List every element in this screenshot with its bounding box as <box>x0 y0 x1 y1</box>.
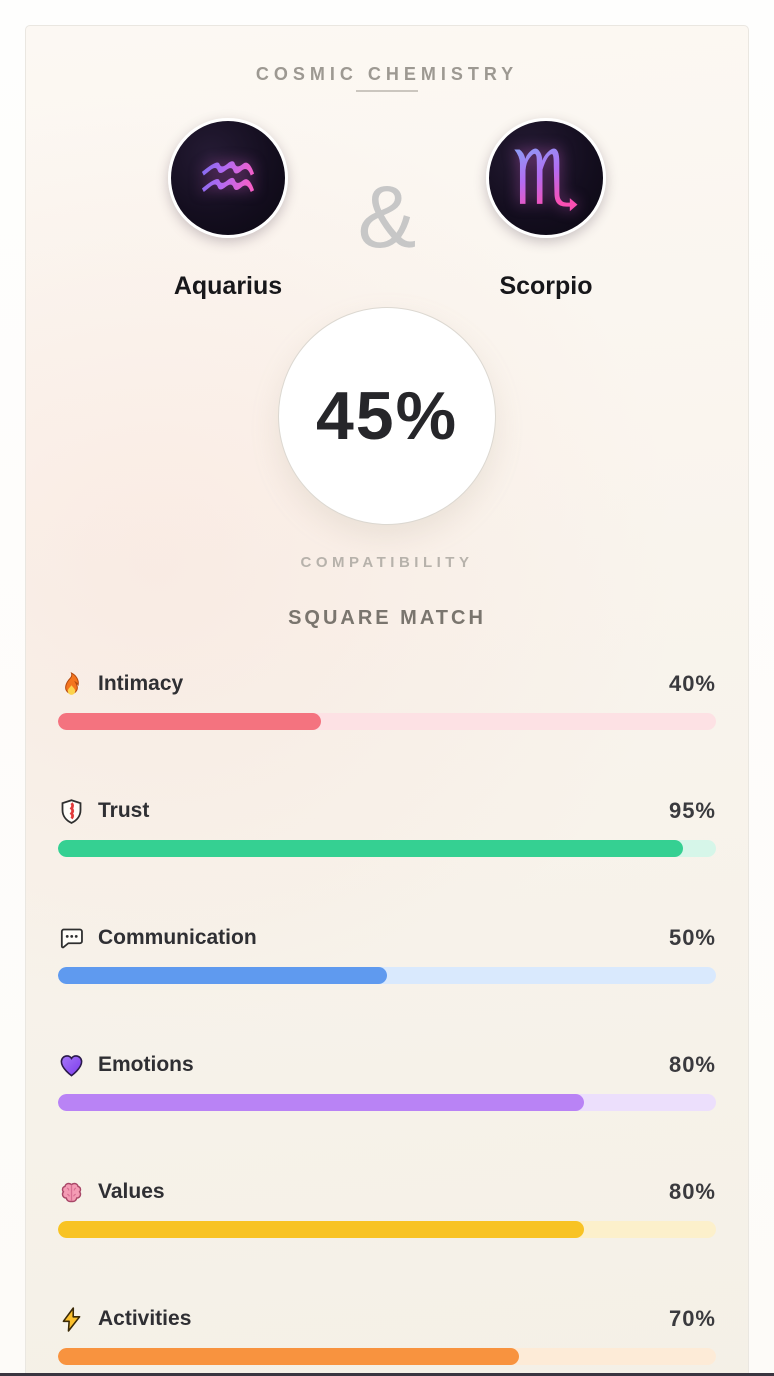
cosmic-chemistry-title: COSMIC CHEMISTRY <box>255 64 519 84</box>
metric-row: Emotions 80% <box>58 1050 716 1111</box>
metric-row: Communication 50% <box>58 923 716 984</box>
ampersand-separator: & <box>357 167 417 266</box>
metric-progress-fill <box>58 1348 519 1365</box>
metric-row: Trust 95% <box>58 796 716 857</box>
metric-progress-fill <box>58 713 322 730</box>
shield-icon <box>58 798 85 825</box>
metrics-list: Intimacy 40% Trust 95% Communication 50% Emoti… <box>26 669 748 1365</box>
compatibility-score-circle: 45% <box>278 307 496 525</box>
metric-header: Intimacy 40% <box>58 669 716 699</box>
right-sign-name: Scorpio <box>499 272 593 300</box>
aquarius-avatar: ♒ <box>168 118 288 238</box>
metric-progress-track <box>58 713 716 730</box>
metric-label: Trust <box>98 799 150 822</box>
title-underline <box>356 90 418 92</box>
metric-row: Activities 70% <box>58 1304 716 1365</box>
metric-progress-track <box>58 840 716 857</box>
match-type-label: SQUARE MATCH <box>288 607 486 629</box>
compatibility-card: COSMIC CHEMISTRY ♒ Aquarius & ♏ Scorpio … <box>25 25 749 1376</box>
right-sign-column: ♏ Scorpio <box>426 118 666 301</box>
metric-header: Activities 70% <box>58 1304 716 1334</box>
metric-progress-track <box>58 967 716 984</box>
metric-header: Emotions 80% <box>58 1050 716 1080</box>
lightning-icon <box>58 1306 85 1333</box>
speech-bubble-icon <box>58 925 85 952</box>
purple-heart-icon <box>58 1052 85 1079</box>
metric-progress-track <box>58 1094 716 1111</box>
scorpio-avatar: ♏ <box>486 118 606 238</box>
metric-value: 80% <box>668 1052 716 1077</box>
metric-row: Intimacy 40% <box>58 669 716 730</box>
metric-value: 70% <box>668 1306 716 1331</box>
metric-value: 95% <box>668 798 716 823</box>
compatibility-score-value: 45% <box>315 378 459 454</box>
metric-progress-fill <box>58 840 684 857</box>
metric-header: Communication 50% <box>58 923 716 953</box>
metric-label: Communication <box>98 926 257 949</box>
metric-progress-track <box>58 1221 716 1238</box>
metric-header: Trust 95% <box>58 796 716 826</box>
metric-label: Values <box>98 1180 165 1203</box>
metric-row: Values 80% <box>58 1177 716 1238</box>
metric-label: Emotions <box>98 1053 194 1076</box>
screen-bottom-edge <box>0 1373 774 1376</box>
metric-value: 40% <box>668 671 716 696</box>
left-sign-name: Aquarius <box>173 272 283 300</box>
metric-progress-fill <box>58 1221 585 1238</box>
aquarius-sign-icon: ♒ <box>195 136 261 220</box>
brain-icon <box>58 1179 85 1206</box>
metric-label: Intimacy <box>98 672 184 695</box>
signs-row: ♒ Aquarius & ♏ Scorpio <box>26 118 748 301</box>
metric-progress-fill <box>58 967 387 984</box>
metric-progress-fill <box>58 1094 585 1111</box>
metric-header: Values 80% <box>58 1177 716 1207</box>
left-sign-column: ♒ Aquarius <box>108 118 348 301</box>
metric-label: Activities <box>98 1307 192 1330</box>
compatibility-caption: COMPATIBILITY <box>300 554 474 571</box>
fire-icon <box>58 671 85 698</box>
metric-value: 80% <box>668 1179 716 1204</box>
metric-value: 50% <box>668 925 716 950</box>
scorpio-sign-icon: ♏ <box>511 133 581 222</box>
metric-progress-track <box>58 1348 716 1365</box>
